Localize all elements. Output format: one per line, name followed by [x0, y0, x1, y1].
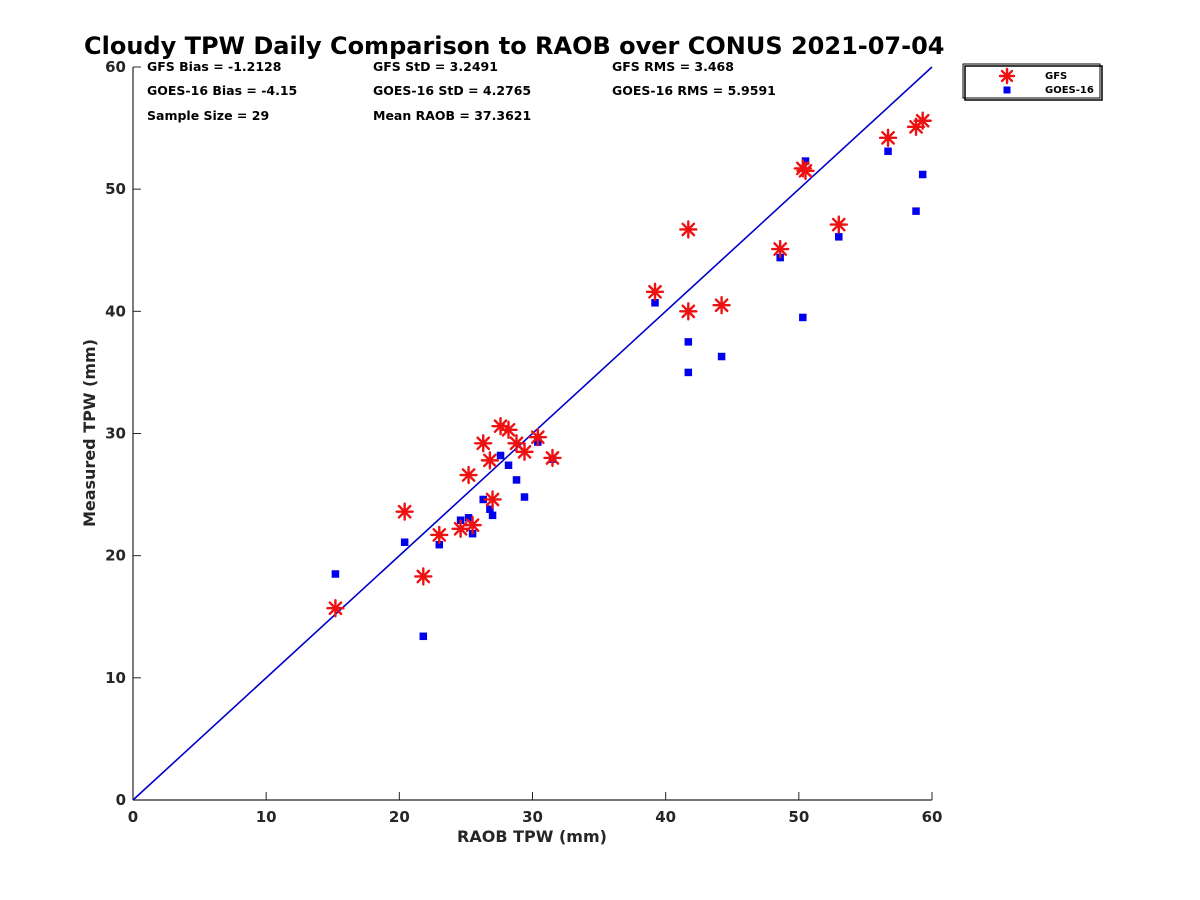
goes16-point	[435, 540, 444, 549]
gfs-point	[515, 442, 534, 462]
y-tick-label: 40	[105, 302, 126, 320]
gfs-point	[829, 215, 848, 234]
y-tick-label: 30	[105, 425, 126, 443]
y-axis-label: Measured TPW (mm)	[80, 339, 99, 527]
goes16-point	[496, 451, 505, 460]
stat-text: Sample Size = 29	[147, 108, 269, 123]
gfs-point	[645, 282, 665, 301]
gfs-point	[451, 519, 470, 538]
x-axis-label: RAOB TPW (mm)	[457, 827, 607, 846]
legend-label: GFS	[1045, 71, 1067, 82]
legend-goes16-marker	[1003, 86, 1011, 94]
gfs-point	[770, 239, 790, 259]
stat-text: GFS Bias = -1.2128	[147, 59, 281, 74]
gfs-point	[326, 598, 345, 618]
gfs-point	[528, 427, 548, 447]
x-tick-label: 0	[128, 808, 138, 826]
goes16-point	[331, 570, 340, 578]
goes16-point	[651, 299, 659, 307]
x-axis-ticks: 0 10 20 30 40 50 60	[128, 792, 943, 826]
legend-label: GOES-16	[1045, 85, 1094, 96]
gfs-point	[543, 448, 562, 468]
gfs-point	[507, 434, 526, 453]
gfs-point	[499, 420, 518, 440]
gfs-point	[395, 502, 414, 521]
gfs-point	[430, 525, 449, 545]
x-tick-label: 50	[788, 808, 809, 826]
goes16-point	[488, 511, 497, 520]
x-tick-label: 20	[389, 808, 410, 826]
data-points	[326, 111, 932, 641]
goes16-point	[520, 493, 529, 501]
goes16-point	[464, 514, 473, 522]
goes16-point	[884, 147, 892, 156]
x-tick-label: 60	[922, 808, 943, 826]
stat-text: GOES-16 StD = 4.2765	[373, 83, 531, 98]
goes16-point	[918, 170, 927, 179]
goes16-point	[684, 338, 693, 346]
stat-text: Mean RAOB = 37.3621	[373, 108, 531, 123]
goes16-point	[801, 157, 810, 165]
gfs-point	[480, 451, 500, 470]
x-tick-label: 40	[655, 808, 676, 826]
goes16-point	[479, 495, 487, 504]
y-tick-label: 0	[116, 791, 126, 809]
stats-block: GFS Bias = -1.2128 GFS StD = 3.2491 GFS RM…	[147, 59, 776, 123]
goes16-point	[419, 632, 428, 641]
goes16-point	[835, 233, 843, 241]
goes16-point	[799, 313, 807, 322]
y-tick-label: 50	[105, 180, 126, 198]
goes16-point	[717, 352, 726, 361]
y-tick-label: 20	[105, 547, 126, 565]
goes16-point	[400, 538, 409, 546]
gfs-point	[679, 220, 698, 239]
y-tick-label: 60	[105, 58, 126, 76]
gfs-point	[878, 128, 898, 148]
stat-text: GFS StD = 3.2491	[373, 59, 498, 74]
legend: GFS GOES-16	[962, 63, 1103, 101]
gfs-point	[483, 490, 502, 509]
x-tick-label: 10	[256, 808, 277, 826]
chart-title: Cloudy TPW Daily Comparison to RAOB over…	[84, 32, 944, 60]
x-tick-label: 30	[522, 808, 543, 826]
goes16-point	[684, 368, 693, 377]
legend-box	[964, 65, 1103, 101]
gfs-point	[679, 302, 698, 321]
gfs-point	[796, 161, 815, 181]
goes16-point	[912, 207, 920, 215]
gfs-point	[491, 416, 510, 436]
goes16-point	[486, 505, 494, 513]
stat-text: GFS RMS = 3.468	[612, 59, 734, 74]
stat-text: GOES-16 RMS = 5.9591	[612, 83, 776, 98]
stat-text: GOES-16 Bias = -4.15	[147, 83, 297, 98]
gfs-point	[459, 465, 478, 485]
legend-gfs-marker	[998, 67, 1016, 85]
legend-frame	[962, 63, 1101, 99]
gfs-point	[712, 296, 731, 315]
goes16-point	[504, 461, 513, 470]
gfs-point	[913, 111, 932, 130]
y-tick-label: 10	[105, 669, 126, 687]
gfs-point	[474, 434, 493, 453]
y-axis-ticks: 0 10 20 30 40 50 60	[105, 58, 141, 809]
goes16-point	[512, 476, 521, 484]
gfs-point	[463, 515, 482, 535]
gfs-point	[414, 567, 433, 586]
